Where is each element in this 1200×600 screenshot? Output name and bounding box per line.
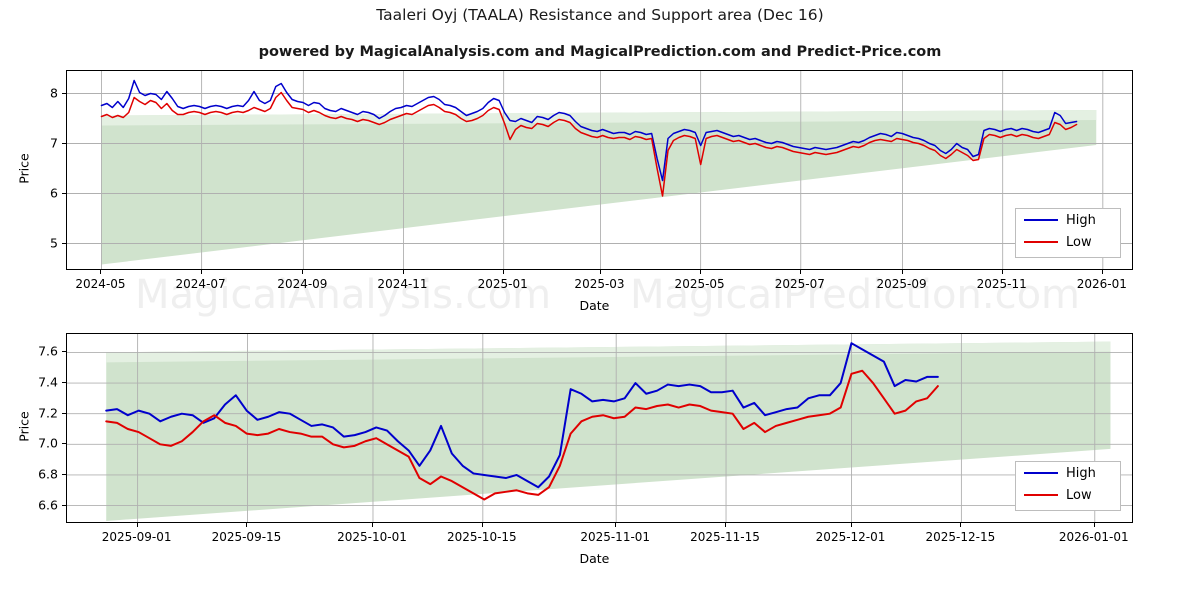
x-axis-tick-label: 2025-09 — [876, 277, 927, 291]
x-axis-tick-label: 2025-01 — [477, 277, 528, 291]
zoom-plot-area — [66, 333, 1133, 523]
legend-item-high[interactable]: High — [1016, 209, 1120, 231]
legend-label: High — [1066, 212, 1096, 228]
x-axis-tick-label: 2025-10-15 — [446, 530, 517, 544]
x-axis-tick-mark — [502, 270, 504, 274]
y-axis-tick-label: 7.0 — [38, 435, 58, 451]
series-line-low — [100, 91, 1078, 197]
x-axis-tick-mark — [599, 270, 601, 274]
y-axis-title: Price — [16, 411, 32, 442]
x-axis-tick-mark — [100, 270, 102, 274]
y-axis-tick-label: 6 — [50, 185, 58, 200]
y-axis-tick-mark — [62, 504, 66, 506]
x-axis-tick-label: 2024-05 — [75, 277, 126, 291]
x-axis-tick-mark — [799, 270, 801, 274]
y-axis-tick-label: 7.2 — [38, 405, 58, 421]
x-axis-tick-label: 2025-12-01 — [815, 530, 886, 544]
legend-label: High — [1066, 465, 1096, 481]
support-resistance-band — [106, 341, 1111, 521]
x-axis-tick-label: 2024-09 — [277, 277, 328, 291]
y-axis-title: Price — [16, 153, 32, 184]
x-axis-tick-label: 2025-07 — [774, 277, 825, 291]
page-subtitle: powered by MagicalAnalysis.com and Magic… — [258, 44, 942, 60]
x-axis-tick-label: 2025-11-01 — [580, 530, 651, 544]
legend-item-high[interactable]: High — [1016, 462, 1120, 484]
x-axis-tick-mark — [1001, 270, 1003, 274]
x-axis-title: Date — [579, 298, 610, 313]
legend-item-low[interactable]: Low — [1016, 484, 1120, 506]
chart-legend[interactable]: High Low — [1015, 461, 1121, 511]
y-axis-tick-label: 7.4 — [38, 374, 58, 390]
x-axis-tick-label: 2025-10-01 — [337, 530, 407, 544]
x-axis-tick-label: 2024-07 — [175, 277, 226, 291]
series-line-high — [100, 79, 1078, 182]
y-axis-tick-mark — [62, 192, 66, 194]
x-axis-tick-label: 2026-01 — [1076, 277, 1127, 291]
x-axis-tick-label: 2025-11 — [976, 277, 1027, 291]
page-title: Taaleri Oyj (TAALA) Resistance and Suppo… — [376, 6, 824, 24]
x-axis-tick-mark — [246, 523, 248, 527]
x-axis-tick-mark — [481, 523, 483, 527]
x-axis-tick-mark — [699, 270, 701, 274]
x-axis-tick-mark — [901, 270, 903, 274]
series-line-low — [105, 369, 939, 501]
y-axis-tick-mark — [62, 382, 66, 384]
x-axis-tick-mark — [850, 523, 852, 527]
x-axis-tick-label: 2026-01-01 — [1058, 530, 1129, 544]
y-axis-tick-mark — [62, 351, 66, 353]
y-axis-tick-label: 6.8 — [38, 466, 58, 482]
legend-label: Low — [1066, 234, 1092, 250]
x-axis-tick-mark — [200, 270, 202, 274]
support-resistance-band — [101, 110, 1097, 265]
y-axis-tick-label: 7 — [50, 135, 58, 150]
legend-swatch-high-icon — [1024, 219, 1058, 221]
legend-swatch-low-icon — [1024, 494, 1058, 496]
x-axis-tick-mark — [1093, 523, 1095, 527]
x-axis-tick-mark — [402, 270, 404, 274]
legend-label: Low — [1066, 487, 1092, 503]
series-line-high — [105, 342, 939, 489]
x-axis-tick-mark — [136, 523, 138, 527]
y-axis-tick-label: 5 — [50, 235, 58, 250]
x-axis-tick-label: 2025-05 — [674, 277, 725, 291]
overview-plot-area — [66, 70, 1133, 270]
legend-swatch-high-icon — [1024, 472, 1058, 474]
y-axis-tick-mark — [62, 242, 66, 244]
x-axis-tick-mark — [1101, 270, 1103, 274]
x-axis-tick-label: 2025-09-01 — [101, 530, 172, 544]
x-axis-tick-label: 2025-03 — [574, 277, 625, 291]
x-axis-tick-mark — [371, 523, 373, 527]
y-axis-tick-mark — [62, 412, 66, 414]
y-axis-tick-mark — [62, 443, 66, 445]
x-axis-tick-label: 2025-09-15 — [211, 530, 282, 544]
chart-legend[interactable]: High Low — [1015, 208, 1121, 258]
x-axis-tick-mark — [725, 523, 727, 527]
x-axis-tick-mark — [960, 523, 962, 527]
legend-swatch-low-icon — [1024, 241, 1058, 243]
x-axis-tick-label: 2025-11-15 — [690, 530, 760, 544]
y-axis-tick-label: 6.6 — [38, 497, 58, 513]
y-axis-tick-mark — [62, 473, 66, 475]
x-axis-tick-label: 2024-11 — [377, 277, 428, 291]
y-axis-tick-mark — [62, 142, 66, 144]
support-resistance-band-edge — [101, 110, 1097, 126]
x-axis-title: Date — [579, 551, 610, 566]
legend-item-low[interactable]: Low — [1016, 231, 1120, 253]
x-axis-tick-mark — [302, 270, 304, 274]
x-axis-tick-mark — [615, 523, 617, 527]
y-axis-tick-mark — [62, 92, 66, 94]
y-axis-tick-label: 8 — [50, 85, 58, 100]
x-axis-tick-label: 2025-12-15 — [925, 530, 996, 544]
y-axis-tick-label: 7.6 — [38, 343, 58, 359]
